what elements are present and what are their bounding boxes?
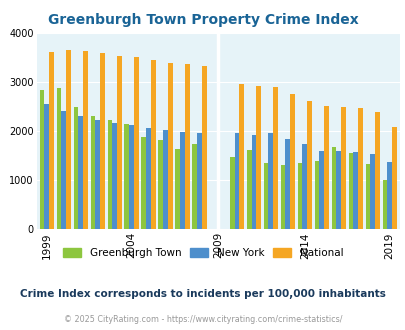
Bar: [273, 87, 277, 229]
Bar: [290, 94, 294, 229]
Bar: [340, 107, 345, 229]
Bar: [163, 130, 168, 229]
Bar: [307, 101, 311, 229]
Bar: [336, 151, 340, 229]
Bar: [357, 108, 362, 229]
Bar: [256, 86, 260, 229]
Bar: [386, 162, 391, 229]
Bar: [263, 163, 268, 229]
Bar: [348, 153, 352, 229]
Bar: [268, 133, 273, 229]
Bar: [40, 90, 44, 229]
Bar: [175, 149, 180, 229]
Bar: [56, 88, 61, 229]
Bar: [134, 57, 139, 229]
Bar: [391, 127, 396, 229]
Text: © 2025 CityRating.com - https://www.cityrating.com/crime-statistics/: © 2025 CityRating.com - https://www.city…: [64, 315, 341, 324]
Text: Crime Index corresponds to incidents per 100,000 inhabitants: Crime Index corresponds to incidents per…: [20, 289, 385, 299]
Bar: [78, 116, 83, 229]
Bar: [374, 112, 379, 229]
Bar: [319, 151, 323, 229]
Bar: [229, 157, 234, 229]
Bar: [246, 150, 251, 229]
Bar: [83, 51, 87, 229]
Bar: [314, 161, 319, 229]
Bar: [201, 66, 206, 229]
Bar: [369, 154, 374, 229]
Bar: [331, 148, 336, 229]
Bar: [66, 50, 70, 229]
Bar: [365, 164, 369, 229]
Bar: [382, 180, 386, 229]
Bar: [185, 64, 189, 229]
Bar: [117, 56, 121, 229]
Bar: [158, 140, 163, 229]
Bar: [107, 120, 112, 229]
Bar: [141, 137, 146, 229]
Bar: [323, 106, 328, 229]
Bar: [73, 107, 78, 229]
Bar: [151, 60, 156, 229]
Bar: [100, 53, 104, 229]
Bar: [168, 63, 172, 229]
Bar: [352, 152, 357, 229]
Bar: [146, 128, 151, 229]
Bar: [280, 165, 285, 229]
Bar: [112, 123, 117, 229]
Bar: [302, 145, 307, 229]
Bar: [180, 132, 185, 229]
Bar: [197, 133, 201, 229]
Bar: [124, 124, 129, 229]
Text: Greenburgh Town Property Crime Index: Greenburgh Town Property Crime Index: [47, 13, 358, 26]
Legend: Greenburgh Town, New York, National: Greenburgh Town, New York, National: [58, 244, 347, 262]
Bar: [234, 133, 239, 229]
Bar: [251, 135, 256, 229]
Bar: [129, 125, 134, 229]
Bar: [49, 52, 54, 229]
Bar: [44, 104, 49, 229]
Bar: [297, 163, 302, 229]
Bar: [285, 139, 290, 229]
Bar: [90, 116, 95, 229]
Bar: [95, 120, 100, 229]
Bar: [192, 145, 197, 229]
Bar: [61, 111, 66, 229]
Bar: [239, 84, 243, 229]
